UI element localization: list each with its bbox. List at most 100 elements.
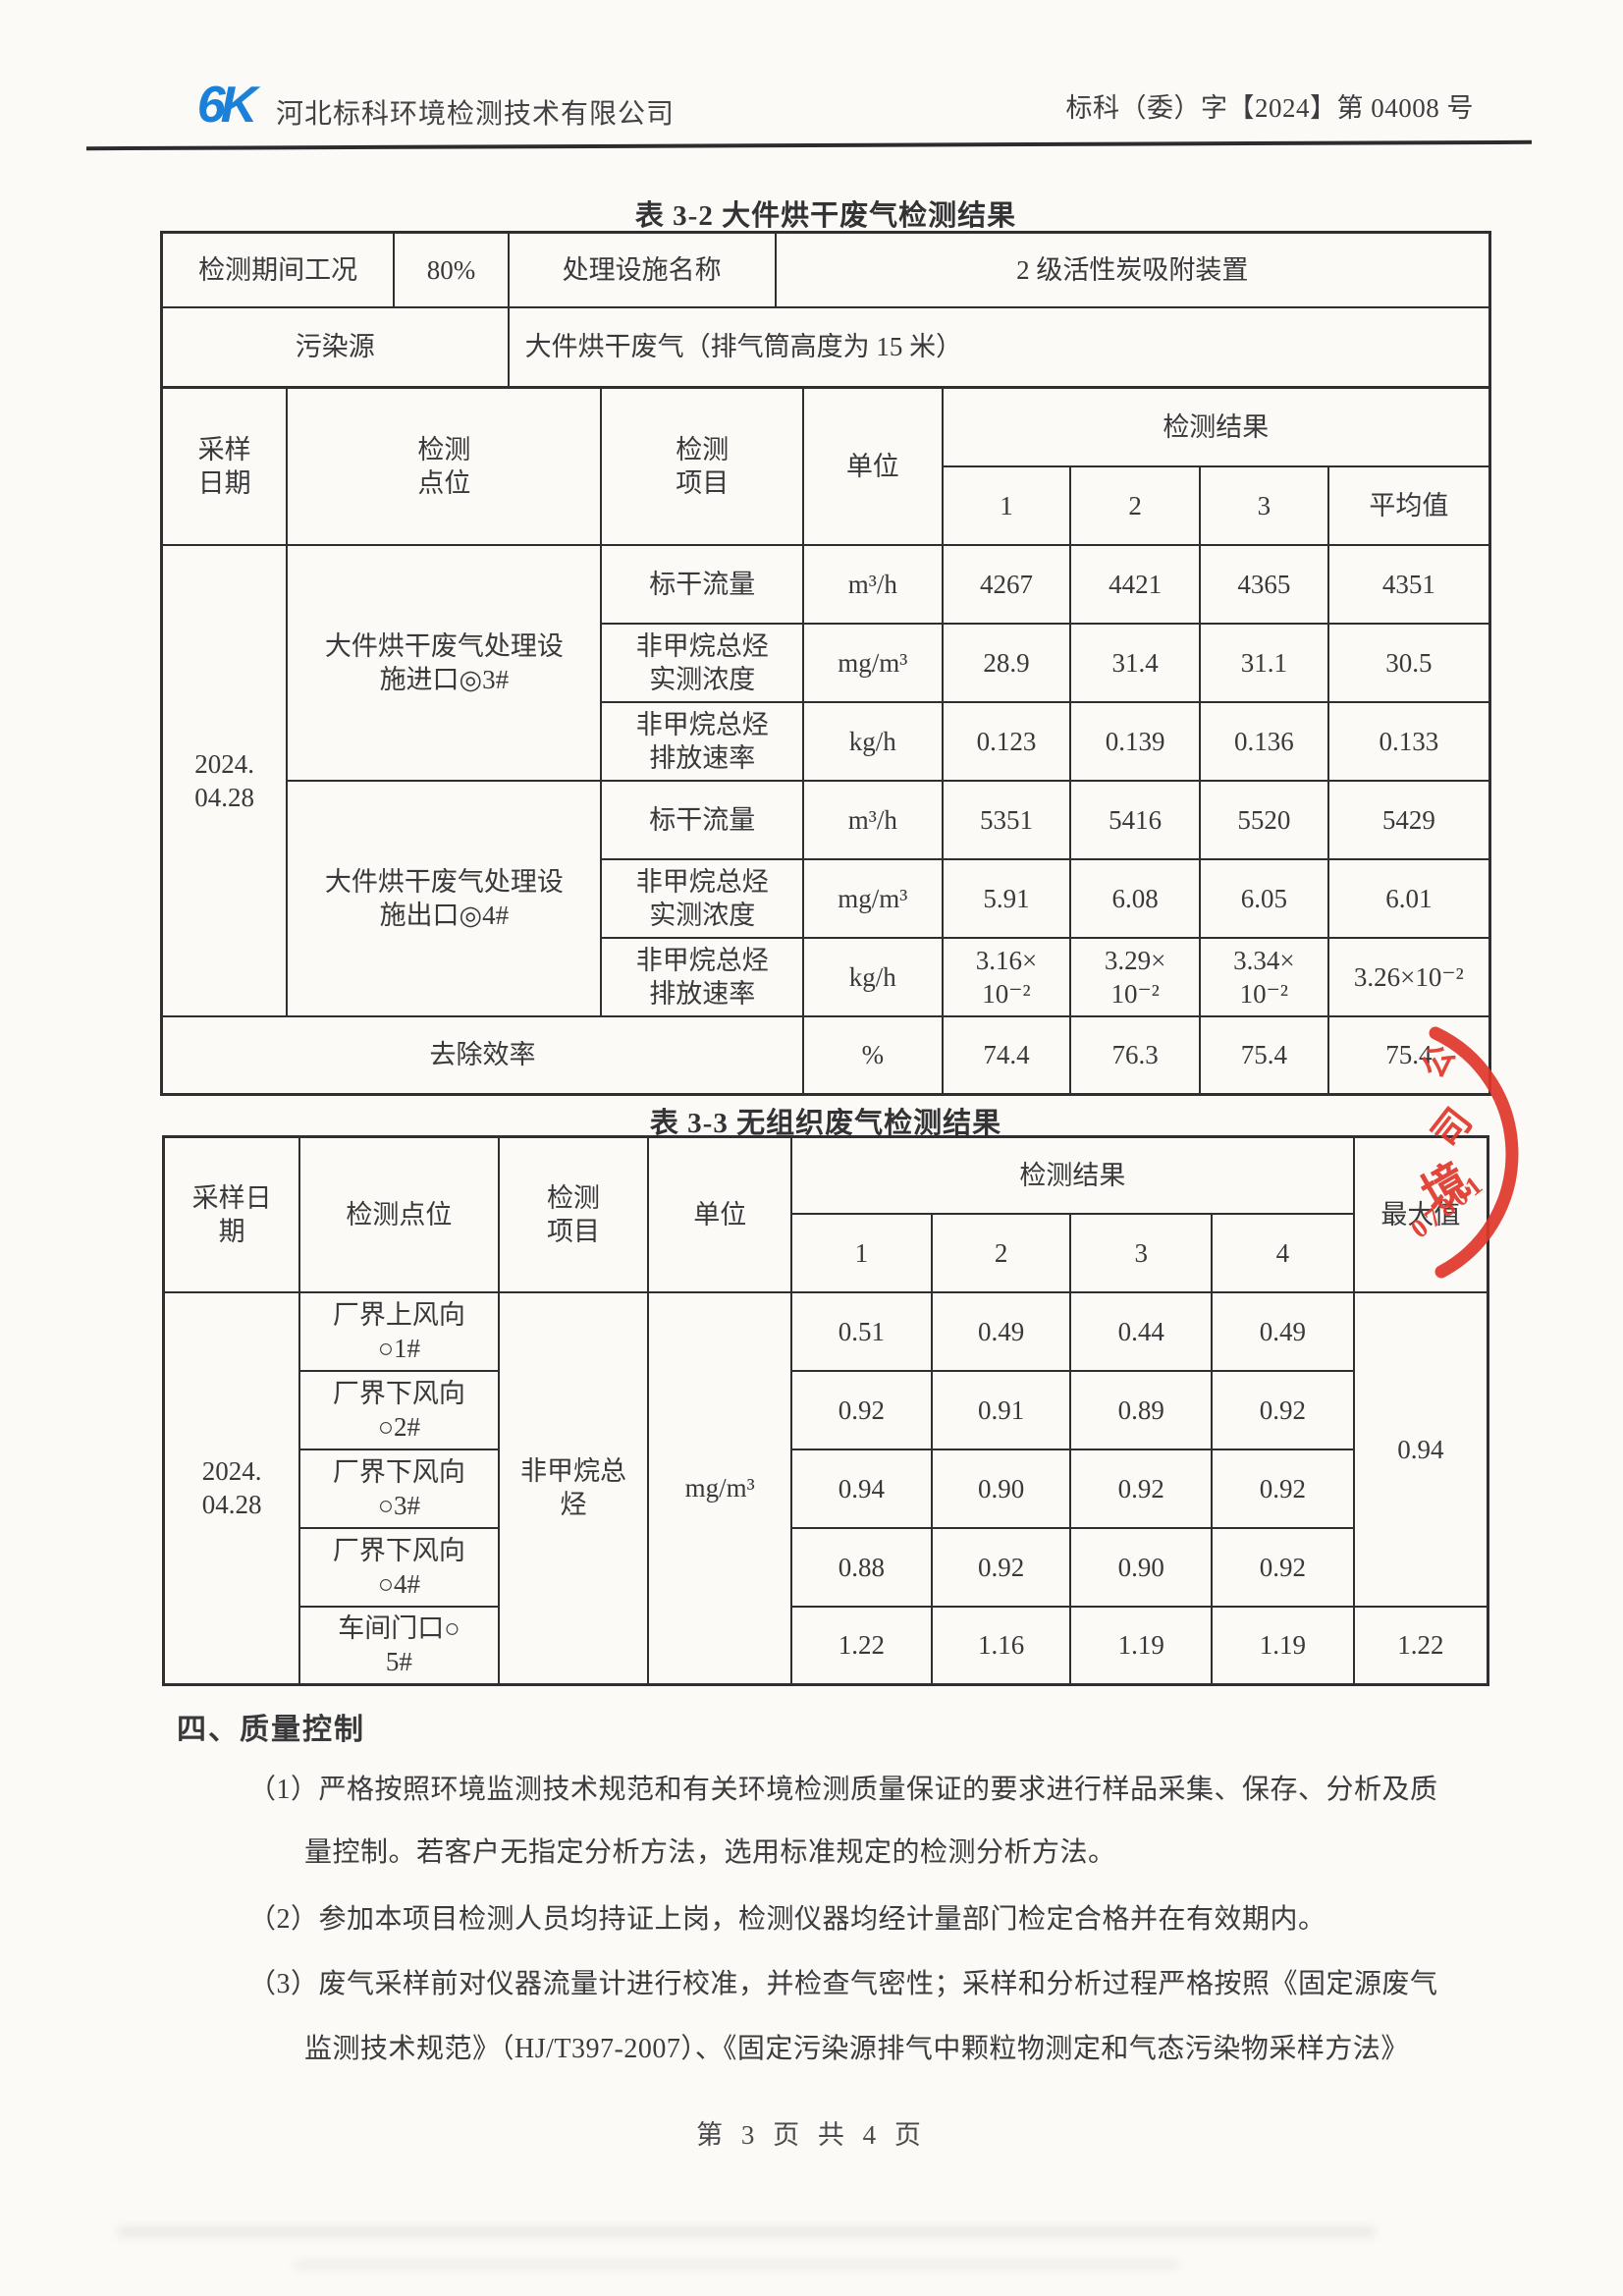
- col-header-results: 检测结果: [941, 386, 1491, 467]
- value-cell: 75.4: [1198, 1014, 1329, 1096]
- col-header-1: 1: [941, 465, 1072, 546]
- table-row: 污染源 大件烘干废气（排气筒高度为 15 米）: [160, 305, 1491, 389]
- col-header-2: 2: [930, 1212, 1072, 1293]
- item-cell: 标干流量: [600, 779, 804, 860]
- sampling-date: 2024. 04.28: [162, 1290, 301, 1686]
- table-3-3-title: 表 3-3 无组织废气检测结果: [649, 1108, 1002, 1139]
- value-cell: 1.19: [1211, 1605, 1355, 1686]
- value-cell: 3.29× 10⁻²: [1069, 936, 1201, 1017]
- removal-efficiency-label: 去除效率: [160, 1014, 804, 1096]
- value-cell: 5429: [1326, 779, 1491, 860]
- unit-cell: mg/m³: [801, 857, 944, 939]
- table-3-2-results: 采样 日期 检测 点位 检测 项目 单位 检测结果 1 2 3 平均值 2024…: [160, 386, 1491, 1096]
- value-cell: 0.92: [930, 1526, 1072, 1608]
- condition-label: 检测期间工况: [160, 231, 396, 308]
- col-header-unit: 单位: [801, 386, 944, 546]
- table-row: 非甲烷总烃 排放速率 kg/h 3.16× 10⁻² 3.29× 10⁻² 3.…: [162, 936, 1491, 1017]
- table-row: 去除效率 % 74.4 76.3 75.4 75.4: [160, 1014, 1491, 1096]
- value-cell: 0.51: [790, 1290, 933, 1372]
- header-divider: [85, 139, 1533, 151]
- value-cell: 4421: [1069, 543, 1201, 625]
- source-value: 大件烘干废气（排气筒高度为 15 米）: [507, 305, 1491, 389]
- value-cell: 0.136: [1198, 700, 1329, 782]
- value-cell: 4351: [1326, 543, 1491, 625]
- value-cell: 1.16: [930, 1605, 1072, 1686]
- col-header-2: 2: [1069, 465, 1201, 546]
- table-3-2-info: 检测期间工况 80% 处理设施名称 2 级活性炭吸附装置 污染源 大件烘干废气（…: [160, 231, 1491, 389]
- table-row: 2024. 04.28 大件烘干废气处理设 施进口◎3# 标干流量 m³/h 4…: [160, 543, 1491, 1017]
- col-header-point: 检测 点位: [286, 386, 603, 546]
- value-cell: 0.90: [930, 1448, 1072, 1529]
- value-cell: 5416: [1069, 779, 1201, 860]
- item-cell: 标干流量: [600, 543, 804, 625]
- unit-cell: kg/h: [801, 700, 944, 782]
- table-row: 检测期间工况 80% 处理设施名称 2 级活性炭吸附装置: [160, 231, 1491, 308]
- value-cell: 6.05: [1198, 857, 1329, 939]
- quality-paragraph-2: （2）参加本项目检测人员均持证上岗，检测仪器均经计量部门检定合格并在有效期内。: [248, 1904, 1326, 1935]
- col-header-3: 3: [1198, 465, 1329, 546]
- value-cell: 3.26×10⁻²: [1326, 936, 1491, 1017]
- point-cell: 厂界下风向 ○2#: [298, 1369, 500, 1450]
- point-cell: 厂界下风向 ○3#: [298, 1448, 500, 1529]
- table-row: 非甲烷总烃 实测浓度 mg/m³ 5.91 6.08 6.05 6.01: [162, 857, 1491, 939]
- table-header-row: 采样 日期 检测 点位 检测 项目 单位 检测结果: [160, 386, 1491, 546]
- value-cell: 3.34× 10⁻²: [1198, 936, 1329, 1017]
- value-cell: 0.139: [1069, 700, 1201, 782]
- table-row: 非甲烷总烃 排放速率 kg/h 0.123 0.139 0.136 0.133: [162, 700, 1491, 782]
- value-cell: 1.19: [1069, 1605, 1214, 1686]
- col-header-results: 检测结果: [790, 1135, 1355, 1215]
- value-cell: 0.123: [941, 700, 1072, 782]
- value-cell: 0.89: [1069, 1369, 1214, 1450]
- value-cell: 6.08: [1069, 857, 1201, 939]
- value-cell: 0.92: [1211, 1369, 1355, 1450]
- value-cell: 1.22: [790, 1605, 933, 1686]
- item-cell: 非甲烷总烃 实测浓度: [600, 622, 804, 703]
- quality-paragraph-3-line-1: （3）废气采样前对仪器流量计进行校准，并检查气密性；采样和分析过程严格按照《固定…: [248, 1969, 1438, 1999]
- table-row: 厂界下风向 ○3# 0.94 0.90 0.92 0.92: [164, 1448, 1488, 1529]
- outlet-point: 大件烘干废气处理设 施出口◎4#: [286, 779, 603, 1017]
- value-cell: 31.4: [1069, 622, 1201, 703]
- value-cell: 0.88: [790, 1526, 933, 1608]
- value-cell: 30.5: [1326, 622, 1491, 703]
- item-cell: 非甲烷总烃 排放速率: [600, 700, 804, 782]
- item-cell: 非甲烷总烃 实测浓度: [600, 857, 804, 939]
- unit-cell: mg/m³: [801, 622, 944, 703]
- value-cell: 0.92: [1211, 1448, 1355, 1529]
- company-name: 河北标科环境检测技术有限公司: [276, 99, 676, 130]
- value-cell: 5.91: [941, 857, 1072, 939]
- sampling-date: 2024. 04.28: [160, 543, 289, 1017]
- scan-artifact: [118, 2227, 1375, 2236]
- table-row: 厂界下风向 ○2# 0.92 0.91 0.89 0.92: [164, 1369, 1488, 1450]
- company-logo-icon: 6K: [196, 77, 257, 134]
- value-cell: 28.9: [941, 622, 1072, 703]
- col-header-3: 3: [1069, 1212, 1214, 1293]
- facility-value: 2 级活性炭吸附装置: [774, 231, 1491, 308]
- section-heading-quality-control: 四、质量控制: [177, 1714, 365, 1746]
- col-header-avg: 平均值: [1326, 465, 1491, 546]
- value-cell: 31.1: [1198, 622, 1329, 703]
- max-value-cell: 1.22: [1352, 1605, 1489, 1686]
- table-header-row: 1 2 3 4: [164, 1212, 1488, 1293]
- quality-paragraph-1-line-2: 量控制。若客户无指定分析方法，选用标准规定的检测分析方法。: [304, 1837, 1116, 1868]
- item-cell: 非甲烷总 烃: [497, 1290, 650, 1686]
- unit-cell: kg/h: [801, 936, 944, 1017]
- col-header-item: 检测 项目: [600, 386, 804, 546]
- scan-artifact: [295, 2261, 1178, 2269]
- col-header-unit: 单位: [647, 1135, 793, 1293]
- value-cell: 0.92: [790, 1369, 933, 1450]
- col-header-4: 4: [1211, 1212, 1355, 1293]
- col-header-max: 最大值: [1352, 1135, 1489, 1293]
- unit-cell: m³/h: [801, 543, 944, 625]
- point-cell: 车间门口○ 5#: [298, 1605, 500, 1686]
- table-row: 非甲烷总烃 实测浓度 mg/m³ 28.9 31.4 31.1 30.5: [162, 622, 1491, 703]
- document-number: 标科（委）字【2024】第 04008 号: [1065, 93, 1474, 123]
- col-header-point: 检测点位: [298, 1135, 500, 1293]
- value-cell: 3.16× 10⁻²: [941, 936, 1072, 1017]
- facility-label: 处理设施名称: [507, 231, 777, 308]
- col-header-1: 1: [790, 1212, 933, 1293]
- value-cell: 74.4: [941, 1014, 1072, 1096]
- value-cell: 5351: [941, 779, 1072, 860]
- col-header-item: 检测 项目: [497, 1135, 650, 1293]
- page-number: 第 3 页 共 4 页: [696, 2120, 927, 2150]
- table-header-row: 采样日 期 检测点位 检测 项目 单位 检测结果 最大值: [162, 1135, 1489, 1293]
